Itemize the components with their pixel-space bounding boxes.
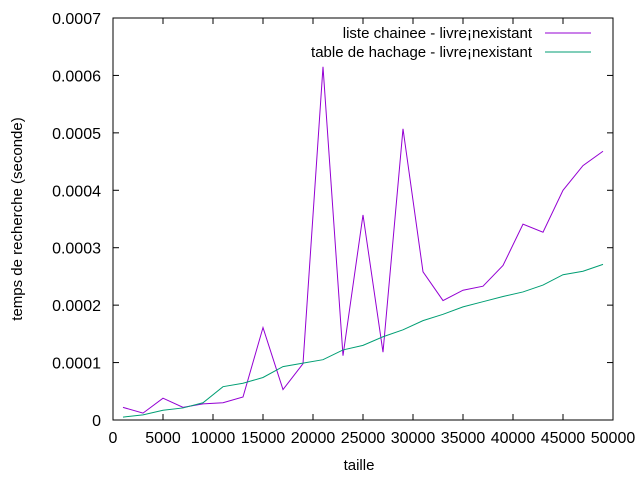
x-tick-label: 35000 bbox=[441, 430, 486, 447]
x-axis-title: taille bbox=[344, 457, 375, 474]
x-tick-label: 40000 bbox=[491, 430, 536, 447]
x-tick-label: 45000 bbox=[541, 430, 586, 447]
legend: liste chainee - livre¡nexistant table de … bbox=[311, 25, 591, 61]
y-tick-label: 0.0004 bbox=[52, 183, 101, 200]
x-tick-label: 5000 bbox=[145, 430, 181, 447]
y-axis-title: temps de recherche (seconde) bbox=[9, 117, 26, 320]
y-tick-label: 0.0006 bbox=[52, 68, 101, 85]
y-tick-label: 0.0007 bbox=[52, 11, 101, 28]
y-tick-label: 0.0001 bbox=[52, 356, 101, 373]
axis-ticks bbox=[112, 17, 614, 421]
series-lines bbox=[122, 66, 604, 418]
legend-label-1: liste chainee - livre¡nexistant bbox=[343, 25, 533, 42]
series-line-2 bbox=[122, 263, 604, 418]
y-tick-label: 0 bbox=[92, 413, 101, 430]
y-tick-label: 0.0003 bbox=[52, 241, 101, 258]
x-tick-label: 15000 bbox=[241, 430, 286, 447]
x-tick-label: 25000 bbox=[341, 430, 386, 447]
x-tick-label: 20000 bbox=[291, 430, 336, 447]
x-tick-label: 50000 bbox=[591, 430, 636, 447]
axis-tick-labels: 0 5000 10000 15000 20000 25000 30000 35000 40000… bbox=[52, 11, 635, 447]
y-tick-label: 0.0002 bbox=[52, 298, 101, 315]
legend-label-2: table de hachage - livre¡nexistant bbox=[311, 44, 533, 61]
plot-frame bbox=[112, 17, 614, 421]
y-tick-label: 0.0005 bbox=[52, 126, 101, 143]
x-tick-label: 30000 bbox=[391, 430, 436, 447]
x-tick-label: 0 bbox=[109, 430, 118, 447]
series-line-1 bbox=[122, 66, 604, 414]
x-tick-label: 10000 bbox=[191, 430, 236, 447]
